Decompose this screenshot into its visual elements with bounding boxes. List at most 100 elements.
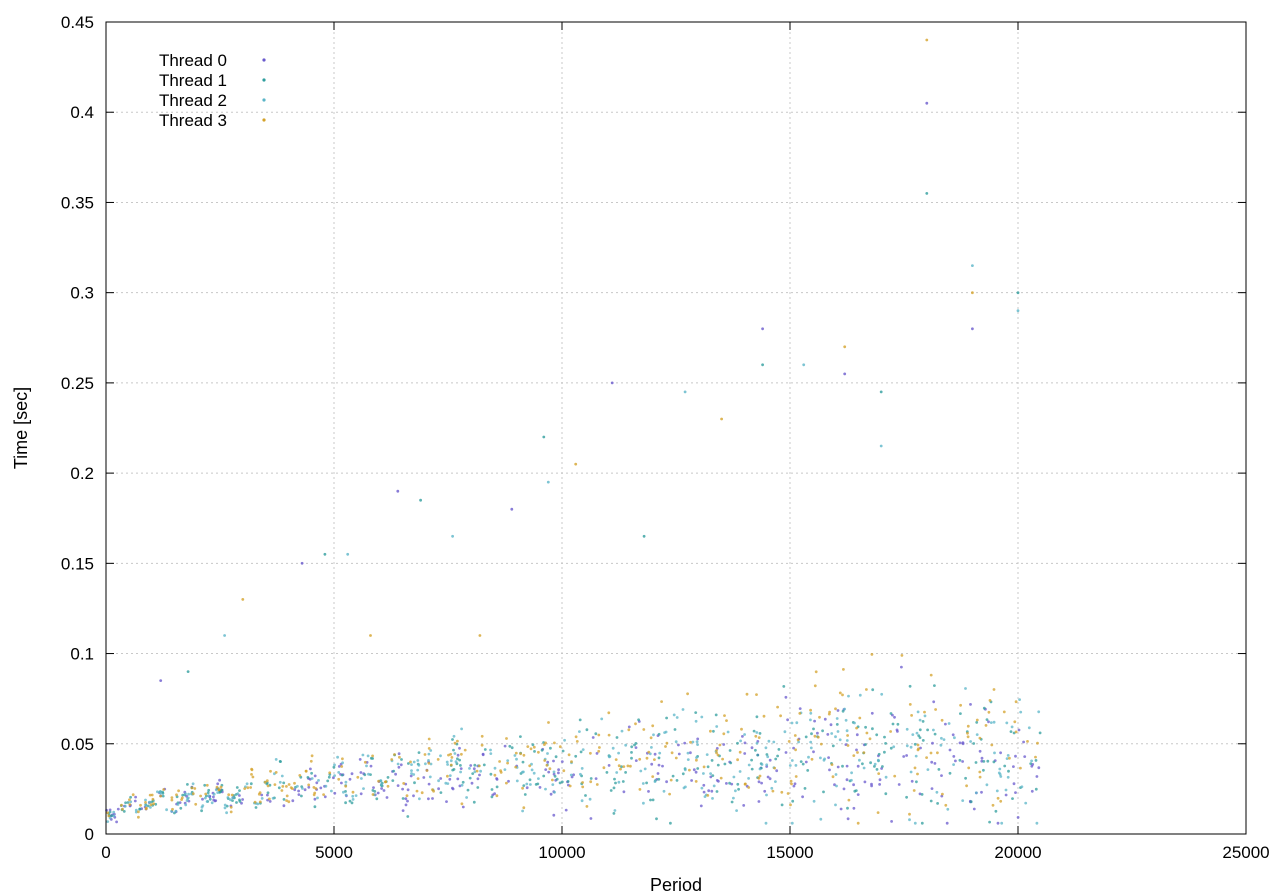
data-point [448,777,452,781]
data-point [896,722,900,726]
data-point [453,741,457,745]
data-point [861,762,864,766]
data-point [522,784,526,787]
data-point [969,703,972,706]
data-point [560,780,564,784]
data-point [423,753,427,756]
data-point [651,724,655,728]
data-point [460,752,463,756]
outlier-point [971,264,974,267]
data-point [533,750,536,753]
data-point [1036,741,1039,745]
data-point [306,776,310,779]
data-point [521,770,524,774]
data-point [274,771,278,774]
y-tick-label: 0.1 [70,645,94,664]
data-point [738,750,742,754]
data-point [705,753,709,756]
data-point [203,783,207,787]
data-point [460,802,464,806]
data-point [992,760,996,764]
x-tick-label: 25000 [1222,843,1269,862]
data-point [996,821,1000,825]
data-point [657,763,661,767]
data-point [925,756,928,759]
data-point [1006,754,1010,757]
data-point [695,756,698,759]
data-point [137,815,140,819]
data-point [554,755,558,759]
data-point [655,817,658,821]
data-point [716,753,720,757]
outlier-point [546,480,550,484]
data-point [128,803,132,806]
data-point [622,790,626,794]
data-point [521,760,525,764]
data-point [503,744,507,748]
data-point [137,810,140,814]
data-point [852,783,855,787]
data-point [784,751,788,754]
data-point [1013,720,1017,724]
data-point [711,774,715,777]
data-point [728,749,732,752]
data-point [585,805,589,808]
data-point [929,751,933,755]
data-point [846,744,850,747]
data-point [175,793,178,797]
data-point [706,794,710,797]
data-point [328,771,332,775]
data-point [561,749,565,753]
data-point [793,782,797,786]
data-point [238,789,241,792]
data-point [954,759,957,763]
data-point [673,728,677,731]
data-point [917,747,920,751]
data-point [988,820,991,824]
data-point [526,745,530,748]
data-point [313,797,317,801]
legend-marker [262,118,266,122]
data-point [791,799,795,803]
data-point [891,722,895,726]
outlier-point [510,507,514,511]
data-point [436,758,440,761]
data-point [856,821,860,825]
data-point [670,751,674,755]
data-point [937,768,941,771]
data-point [115,820,118,824]
data-point [386,784,390,788]
data-point [123,804,127,808]
data-point [948,748,952,752]
data-point [558,745,562,749]
data-point [723,762,727,766]
data-point [208,797,212,801]
data-point [845,729,849,733]
data-point [1035,821,1039,825]
data-point [786,792,790,795]
data-point [710,789,714,793]
data-point [765,763,769,767]
data-point [782,685,786,688]
data-point [243,787,247,790]
data-point [828,768,831,772]
data-point [250,768,254,772]
data-point [461,780,465,784]
outlier-point [346,552,350,556]
data-point [191,792,195,796]
data-point [845,739,849,742]
data-point [703,795,707,798]
data-point [251,775,255,779]
outlier-point [925,192,929,195]
data-point [532,745,536,749]
data-point [755,741,759,745]
data-point [756,753,760,757]
data-point [688,768,691,772]
data-point [371,793,375,796]
data-point [138,807,142,811]
data-point [694,780,698,783]
data-point [452,748,455,752]
data-point [737,787,740,791]
data-point [412,794,415,798]
data-point [337,771,341,774]
